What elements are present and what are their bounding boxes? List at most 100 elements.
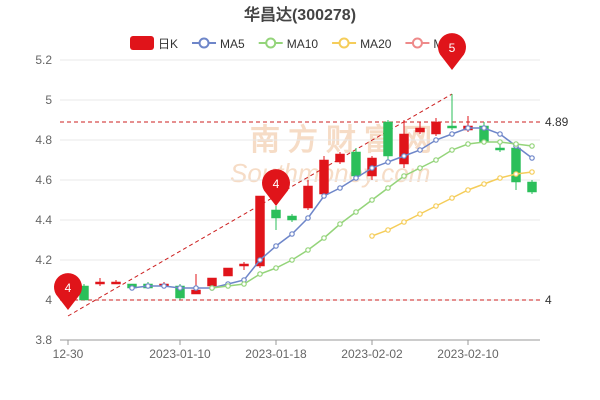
- reference-line-label: 4: [545, 293, 552, 307]
- legend-swatch-dot: [265, 37, 277, 49]
- y-tick-label: 5.2: [35, 53, 52, 67]
- marker-label: 5: [449, 41, 456, 55]
- legend-item[interactable]: MA10: [258, 37, 319, 51]
- ma-point: [337, 185, 343, 191]
- ma-point: [385, 227, 391, 233]
- legend-item[interactable]: MA5: [192, 37, 245, 51]
- ma-point: [449, 195, 455, 201]
- candle[interactable]: [415, 122, 425, 134]
- legend-item[interactable]: MA20: [332, 37, 392, 51]
- x-tick-label: 2023-02-02: [341, 347, 403, 361]
- y-axis: 3.8 4 4.2 4.4 4.6 4.8 5 5.2: [35, 53, 52, 347]
- candle-body: [431, 121, 441, 135]
- marker-label: 4: [65, 281, 72, 295]
- candle[interactable]: [95, 278, 105, 286]
- candle-body: [527, 181, 537, 193]
- marker-label: 4: [273, 177, 280, 191]
- x-tick-label: 2023-02-10: [437, 347, 499, 361]
- y-tick-label: 4.6: [35, 173, 52, 187]
- ma-point: [465, 125, 471, 131]
- marker-pin[interactable]: 4: [54, 273, 82, 310]
- candle[interactable]: [111, 280, 121, 285]
- candle-body: [335, 153, 345, 163]
- legend-swatch-dot: [411, 37, 423, 49]
- ma-point: [305, 215, 311, 221]
- legend-swatch-dot: [198, 37, 210, 49]
- ma-series-ma10[interactable]: [209, 139, 535, 291]
- ma-point: [273, 243, 279, 249]
- trend-line: [67, 93, 453, 317]
- marker-pin-shape: [262, 169, 291, 206]
- y-tick-label: 4: [45, 293, 52, 307]
- ma-point: [353, 175, 359, 181]
- candle-body: [271, 209, 281, 219]
- ma-series-ma20[interactable]: [369, 169, 535, 239]
- candle[interactable]: [287, 214, 297, 222]
- ma-point: [401, 219, 407, 225]
- candle[interactable]: [223, 267, 233, 277]
- ma-point: [209, 285, 215, 291]
- legend-label: MA10: [287, 37, 319, 51]
- ma-point: [433, 137, 439, 143]
- y-tick-label: 4.4: [35, 213, 52, 227]
- x-tick-label: 2023-01-10: [149, 347, 211, 361]
- candle[interactable]: [239, 262, 249, 270]
- candle-body: [351, 151, 361, 177]
- ma-point: [529, 143, 535, 149]
- ma-point: [145, 283, 151, 289]
- candle[interactable]: [303, 180, 313, 210]
- candle[interactable]: [447, 94, 457, 130]
- candle[interactable]: [399, 120, 409, 168]
- ma-point: [257, 271, 263, 277]
- x-axis: 12-30 2023-01-10 2023-01-18 2023-02-02 2023-…: [53, 339, 540, 361]
- legend-swatch: [130, 36, 154, 50]
- candle[interactable]: [255, 195, 265, 268]
- candle[interactable]: [271, 206, 281, 230]
- candle-body: [223, 267, 233, 277]
- ma-point: [129, 285, 135, 291]
- candle-body: [207, 277, 217, 287]
- marker-pin[interactable]: 5: [438, 33, 467, 70]
- candle[interactable]: [383, 120, 393, 164]
- candle[interactable]: [527, 180, 537, 194]
- candle[interactable]: [495, 144, 505, 152]
- legend-label: 日K: [158, 37, 178, 51]
- marker-pin[interactable]: 4: [262, 169, 291, 206]
- ma-point: [433, 157, 439, 163]
- ma-point: [449, 131, 455, 137]
- ma-point: [497, 139, 503, 145]
- ma-point: [481, 139, 487, 145]
- y-tick-label: 3.8: [35, 333, 52, 347]
- candle[interactable]: [319, 156, 329, 196]
- candle-body: [111, 281, 121, 285]
- candle-body: [399, 133, 409, 165]
- ma-point: [385, 185, 391, 191]
- legend-item[interactable]: 日K: [130, 36, 178, 51]
- ma-point: [305, 247, 311, 253]
- candle-body: [287, 215, 297, 221]
- ma-point: [449, 147, 455, 153]
- markers[interactable]: 4 4 5: [54, 33, 467, 310]
- reference-line-label: 4.89: [545, 115, 569, 129]
- candle[interactable]: [511, 146, 521, 190]
- reference-lines: 4.89 4: [60, 93, 569, 317]
- legend[interactable]: 日KMA5MA10MA20MA30: [130, 36, 465, 51]
- ma-point: [369, 233, 375, 239]
- candle[interactable]: [335, 152, 345, 164]
- ma-point: [321, 193, 327, 199]
- ma-point: [401, 173, 407, 179]
- candle-body: [447, 125, 457, 129]
- ma-point: [417, 165, 423, 171]
- candle-body: [495, 147, 505, 151]
- candle[interactable]: [191, 274, 201, 295]
- moving-average-lines[interactable]: [129, 125, 535, 291]
- ma-point: [529, 155, 535, 161]
- ma-point: [257, 257, 263, 263]
- ma-point: [385, 159, 391, 165]
- candle[interactable]: [431, 118, 441, 136]
- ma-point: [161, 283, 167, 289]
- ma-point: [433, 203, 439, 209]
- ma-point: [289, 257, 295, 263]
- ma-point: [193, 285, 199, 291]
